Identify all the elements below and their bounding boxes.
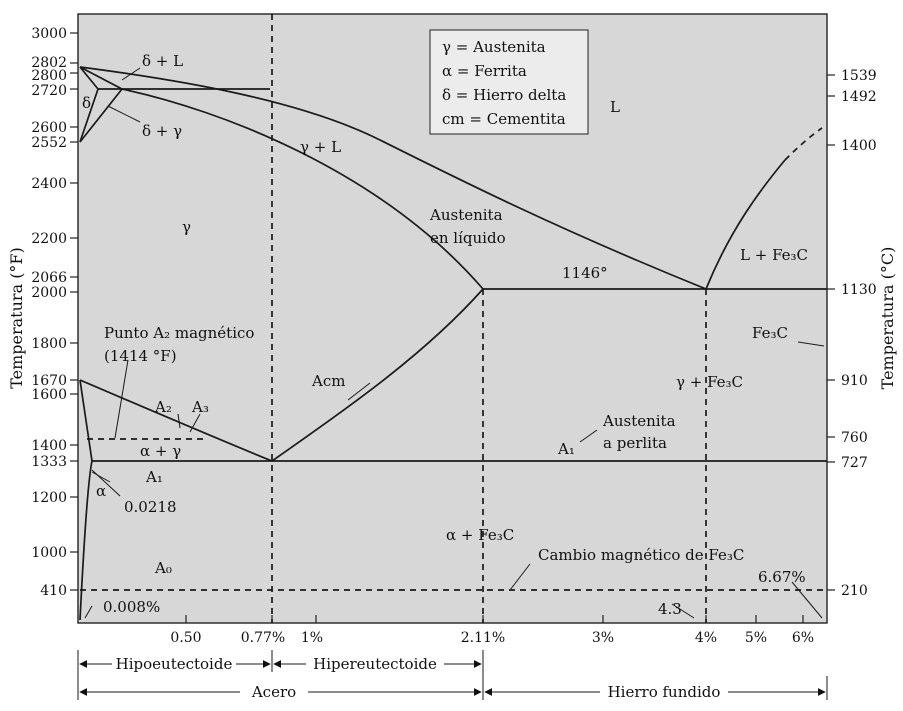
label-austenite-liquid-2: en líquido <box>430 229 506 247</box>
tick-x-5: 5% <box>745 630 767 646</box>
tick-1600: 1600 <box>31 387 67 403</box>
liquidus-hypo <box>79 66 707 290</box>
label-delta: δ <box>82 94 91 112</box>
band-hypoeutectoid: Hipoeutectoide <box>116 655 233 673</box>
label-austenite-pearlite-2: a perlita <box>603 434 667 452</box>
plot-frame <box>77 13 828 624</box>
tick-1670: 1670 <box>31 373 67 389</box>
legend: γ = Austenita α = Ferrita δ = Hierro del… <box>429 29 589 135</box>
tick-x-050: 0.50 <box>170 630 201 646</box>
label-eutectic-comp: 4.3 <box>658 600 682 618</box>
alpha-upper <box>79 379 93 462</box>
tick-2600: 2600 <box>31 120 67 136</box>
label-delta-liquid: δ + L <box>142 52 183 70</box>
label-solubility: 0.0218 <box>124 498 177 516</box>
label-fe3c-magnetic: Cambio magnético de Fe₃C <box>538 546 744 564</box>
tick-x-077: 0.77% <box>241 630 285 646</box>
solidus <box>121 88 484 290</box>
tick-2400: 2400 <box>31 176 67 192</box>
tick-3000: 3000 <box>31 26 67 42</box>
range-bands: Hipoeutectoide Hipereutectoide Acero Hie… <box>77 650 828 701</box>
label-alpha: α <box>96 482 106 500</box>
right-axis-title: Temperatura (°C) <box>878 247 897 390</box>
label-a0: A₀ <box>154 559 172 577</box>
tick-410: 410 <box>40 583 67 599</box>
band-hypereutectoid: Hipereutectoide <box>313 655 437 673</box>
label-gamma-liquid: γ + L <box>300 138 341 156</box>
tick-2800: 2800 <box>31 68 67 84</box>
label-eutectic-temp: 1146° <box>562 264 608 282</box>
left-axis-ticks <box>70 32 78 591</box>
label-fe3c: Fe₃C <box>752 324 788 342</box>
label-austenite-pearlite-1: Austenita <box>602 412 676 430</box>
left-axis-title: Temperatura (°F) <box>7 247 26 389</box>
legend-cm: cm = Cementita <box>442 110 566 128</box>
label-a1-left: A₁ <box>145 468 163 486</box>
tick-2720: 2720 <box>31 83 67 99</box>
label-austenite-liquid-1: Austenita <box>429 206 503 224</box>
tick-1000: 1000 <box>31 545 67 561</box>
label-gamma: γ <box>182 218 191 236</box>
label-cementite-comp: 6.67% <box>758 568 806 586</box>
phase-boundaries <box>79 14 827 623</box>
label-alpha-gamma: α + γ <box>140 442 181 460</box>
a3-line <box>79 379 273 462</box>
tick-c-727: 727 <box>841 455 868 471</box>
tick-c-760: 760 <box>841 430 868 446</box>
tick-x-3: 3% <box>592 630 614 646</box>
label-a2-magnetic-2: (1414 °F) <box>104 347 177 365</box>
leader-lines <box>84 67 825 619</box>
band-cast-iron: Hierro fundido <box>608 683 721 701</box>
liquidus-hyper-dashed <box>784 127 823 161</box>
label-a3: A₃ <box>191 398 209 416</box>
label-liquid-fe3c: L + Fe₃C <box>740 246 808 264</box>
label-acm: Acm <box>311 372 345 390</box>
tick-1400: 1400 <box>31 438 67 454</box>
label-a2-magnetic-1: Punto A₂ magnético <box>104 324 254 342</box>
label-liquid: L <box>610 98 620 116</box>
delta-gamma-lower <box>79 88 123 143</box>
label-a2: A₂ <box>154 398 172 416</box>
tick-c-1400: 1400 <box>841 138 877 154</box>
label-alpha-fe3c: α + Fe₃C <box>446 526 514 544</box>
tick-1800: 1800 <box>31 336 67 352</box>
tick-1333: 1333 <box>31 454 67 470</box>
label-delta-gamma: δ + γ <box>142 122 182 140</box>
legend-delta: δ = Hierro delta <box>442 86 566 104</box>
right-axis-ticks <box>827 74 835 591</box>
band-steel: Acero <box>251 683 296 701</box>
tick-2066: 2066 <box>31 270 67 286</box>
left-axis-labels: 3000 2802 2800 2720 2600 2552 2400 2200 … <box>31 26 67 599</box>
tick-x-1: 1% <box>301 630 323 646</box>
region-labels: δ + L δ δ + γ γ + L L γ Austenita en líq… <box>82 52 808 618</box>
label-a1-right: A₁ <box>557 440 575 458</box>
tick-x-6: 6% <box>792 630 814 646</box>
tick-c-910: 910 <box>841 373 868 389</box>
tick-x-4: 4% <box>695 630 717 646</box>
liquidus-hyper <box>705 159 786 290</box>
alpha-boundary <box>79 460 93 621</box>
tick-2200: 2200 <box>31 231 67 247</box>
tick-2552: 2552 <box>31 135 67 151</box>
label-gamma-fe3c: γ + Fe₃C <box>676 373 743 391</box>
label-min-solubility: 0.008% <box>103 598 160 616</box>
acm-line <box>271 288 484 462</box>
tick-x-211: 2.11% <box>461 630 505 646</box>
tick-2000: 2000 <box>31 285 67 301</box>
bottom-axis-labels: 0.50 0.77% 1% 2.11% 3% 4% 5% 6% <box>170 630 814 646</box>
tick-c-1539: 1539 <box>841 68 877 84</box>
right-axis-labels: 1539 1492 1400 1130 910 760 727 210 <box>841 68 877 599</box>
legend-alpha: α = Ferrita <box>442 62 527 80</box>
tick-c-1130: 1130 <box>841 282 877 298</box>
tick-c-210: 210 <box>841 583 868 599</box>
delta-liquid-boundary <box>79 66 123 90</box>
tick-2802: 2802 <box>31 55 67 71</box>
legend-gamma: γ = Austenita <box>442 38 546 56</box>
tick-1200: 1200 <box>31 490 67 506</box>
tick-c-1492: 1492 <box>841 89 877 105</box>
